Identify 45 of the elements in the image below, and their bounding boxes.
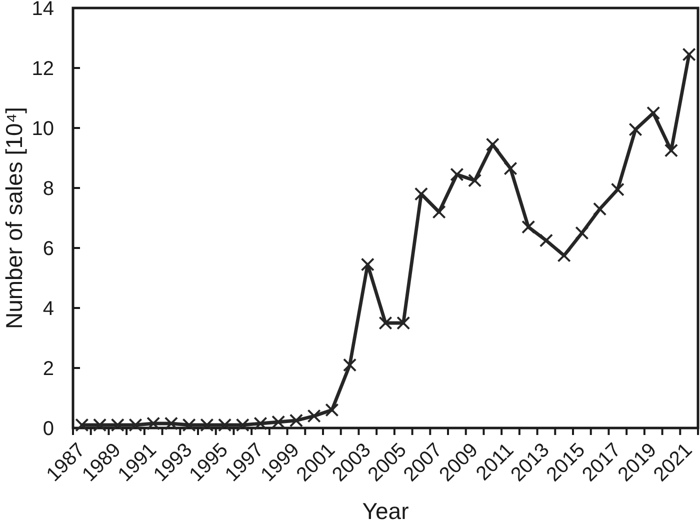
x-axis-title: Year [362,498,410,522]
point [128,418,142,432]
point [218,418,232,432]
point [557,248,571,262]
point [378,316,392,330]
point [146,416,160,430]
y-tick-label: 10 [32,118,54,140]
point [610,182,624,196]
point [486,138,500,152]
y-tick-label: 4 [42,298,54,320]
point [75,418,89,432]
point [110,418,124,432]
point [360,258,374,272]
point [664,144,678,158]
point [289,414,304,428]
point [504,162,518,176]
y-axis-title: Number of sales [10⁴] [1,106,27,330]
point [628,122,642,136]
point [182,418,196,432]
point [236,418,250,432]
point [592,202,607,216]
y-tick-label: 0 [42,418,54,440]
point [92,418,107,432]
y-tick-label: 14 [32,0,54,20]
point [646,106,660,120]
point [414,187,428,201]
point [682,48,696,62]
point [272,415,286,429]
point [254,416,268,430]
point [575,226,589,240]
point [307,409,321,423]
point [539,234,554,248]
point [396,316,410,330]
point [164,416,178,430]
y-tick-label: 8 [42,178,54,200]
point [325,403,339,417]
y-tick-label: 2 [42,358,54,380]
point [522,220,536,234]
point [450,168,464,182]
point [468,174,482,188]
point [342,358,357,372]
point [200,418,214,432]
point [432,205,446,219]
y-tick-label: 6 [42,238,54,260]
y-tick-label: 12 [32,58,54,80]
